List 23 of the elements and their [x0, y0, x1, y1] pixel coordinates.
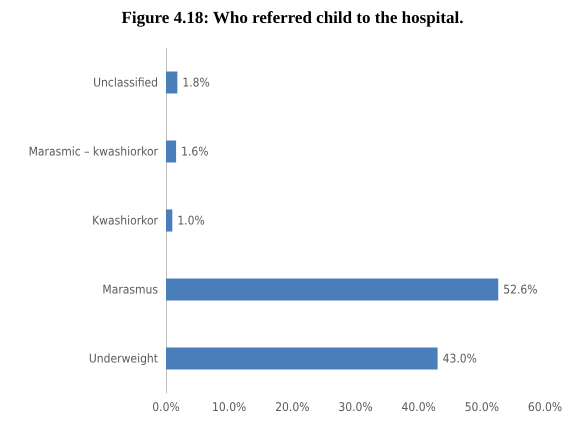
- bar: [166, 140, 176, 163]
- y-tick-label: Marasmic – kwashiorkor: [28, 144, 159, 158]
- x-tick-label: 20.0%: [275, 400, 310, 414]
- x-tick-label: 50.0%: [464, 400, 499, 414]
- bar: [166, 278, 498, 301]
- chart-title: Figure 4.18: Who referred child to the hospital.: [121, 8, 464, 27]
- data-label: 1.0%: [177, 214, 205, 228]
- data-label: 1.8%: [182, 76, 210, 90]
- y-tick-label: Kwashiorkor: [92, 214, 159, 228]
- data-label: 52.6%: [503, 282, 538, 296]
- x-tick-label: 0.0%: [152, 400, 180, 414]
- x-tick-label: 10.0%: [212, 400, 246, 414]
- y-tick-label: Underweight: [88, 352, 158, 366]
- x-tick-label: 60.0%: [528, 400, 562, 414]
- bar: [166, 71, 178, 94]
- bar: [166, 209, 172, 232]
- y-tick-label: Unclassified: [93, 76, 158, 90]
- y-tick-label: Marasmus: [102, 282, 158, 296]
- bar: [166, 347, 438, 370]
- data-label: 1.6%: [181, 144, 209, 158]
- data-label: 43.0%: [442, 352, 477, 366]
- x-tick-label: 30.0%: [338, 400, 373, 414]
- x-tick-label: 40.0%: [402, 400, 436, 414]
